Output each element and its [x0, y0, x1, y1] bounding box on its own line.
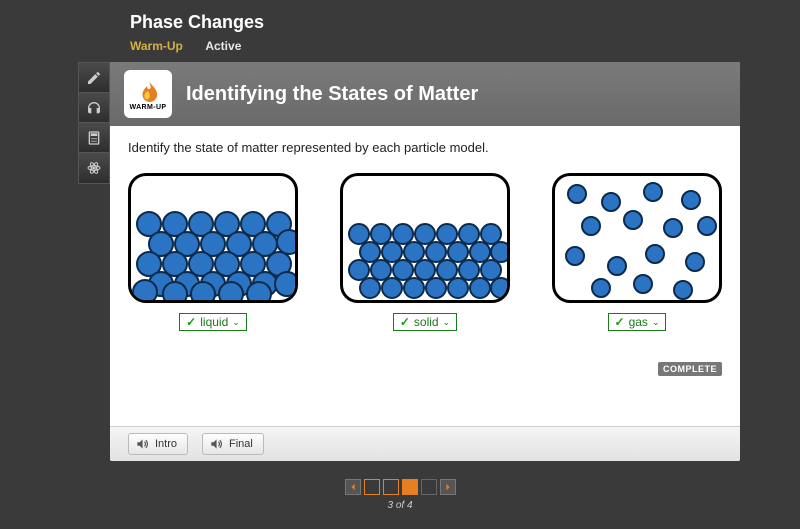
lesson-tabs: Warm-Up Active — [130, 37, 800, 55]
pager-page-2[interactable] — [383, 479, 399, 495]
banner-title: Identifying the States of Matter — [186, 83, 478, 106]
pager: 3 of 4 — [0, 478, 800, 511]
pager-text: 3 of 4 — [0, 500, 800, 511]
complete-badge: COMPLETE — [658, 362, 722, 376]
answer-label: solid — [414, 315, 439, 329]
chevron-down-icon: ⌄ — [652, 317, 660, 328]
tab-warmup[interactable]: Warm-Up — [130, 39, 183, 53]
speaker-icon — [135, 437, 149, 451]
warmup-badge-label: WARM-UP — [129, 104, 166, 111]
pager-page-1[interactable] — [364, 479, 380, 495]
check-icon: ✓ — [615, 315, 625, 329]
intro-audio-label: Intro — [155, 438, 177, 450]
final-audio-button[interactable]: Final — [202, 433, 264, 455]
audio-bar: Intro Final — [110, 426, 740, 461]
intro-audio-button[interactable]: Intro — [128, 433, 188, 455]
banner: WARM-UP Identifying the States of Matter — [110, 62, 740, 126]
instruction-text: Identify the state of matter represented… — [128, 140, 722, 155]
chevron-down-icon: ⌄ — [443, 317, 451, 328]
pencil-icon[interactable] — [79, 63, 109, 93]
speaker-icon — [209, 437, 223, 451]
page-title: Phase Changes — [130, 12, 800, 33]
content-panel: WARM-UP Identifying the States of Matter… — [110, 62, 740, 461]
chevron-down-icon: ⌄ — [232, 317, 240, 328]
check-icon: ✓ — [400, 315, 410, 329]
headphones-icon[interactable] — [79, 93, 109, 123]
final-audio-label: Final — [229, 438, 253, 450]
particle-box-solid — [340, 173, 510, 303]
models-row: ✓ liquid ⌄ ✓ solid ⌄ ✓ gas ⌄ — [128, 173, 722, 331]
atom-icon[interactable] — [79, 153, 109, 183]
model-gas: ✓ gas ⌄ — [552, 173, 722, 331]
model-liquid: ✓ liquid ⌄ — [128, 173, 298, 331]
pager-prev-button[interactable] — [345, 479, 361, 495]
check-icon: ✓ — [186, 315, 196, 329]
answer-dropdown-liquid[interactable]: ✓ liquid ⌄ — [179, 313, 247, 331]
pager-page-3[interactable] — [402, 479, 418, 495]
pager-page-4[interactable] — [421, 479, 437, 495]
answer-dropdown-solid[interactable]: ✓ solid ⌄ — [393, 313, 457, 331]
tool-sidebar — [78, 62, 110, 184]
particle-box-liquid — [128, 173, 298, 303]
model-solid: ✓ solid ⌄ — [340, 173, 510, 331]
particle-box-gas — [552, 173, 722, 303]
answer-label: liquid — [200, 315, 228, 329]
warmup-badge: WARM-UP — [124, 70, 172, 118]
calculator-icon[interactable] — [79, 123, 109, 153]
pager-next-button[interactable] — [440, 479, 456, 495]
tab-active[interactable]: Active — [205, 39, 241, 53]
answer-dropdown-gas[interactable]: ✓ gas ⌄ — [608, 313, 667, 331]
answer-label: gas — [629, 315, 648, 329]
